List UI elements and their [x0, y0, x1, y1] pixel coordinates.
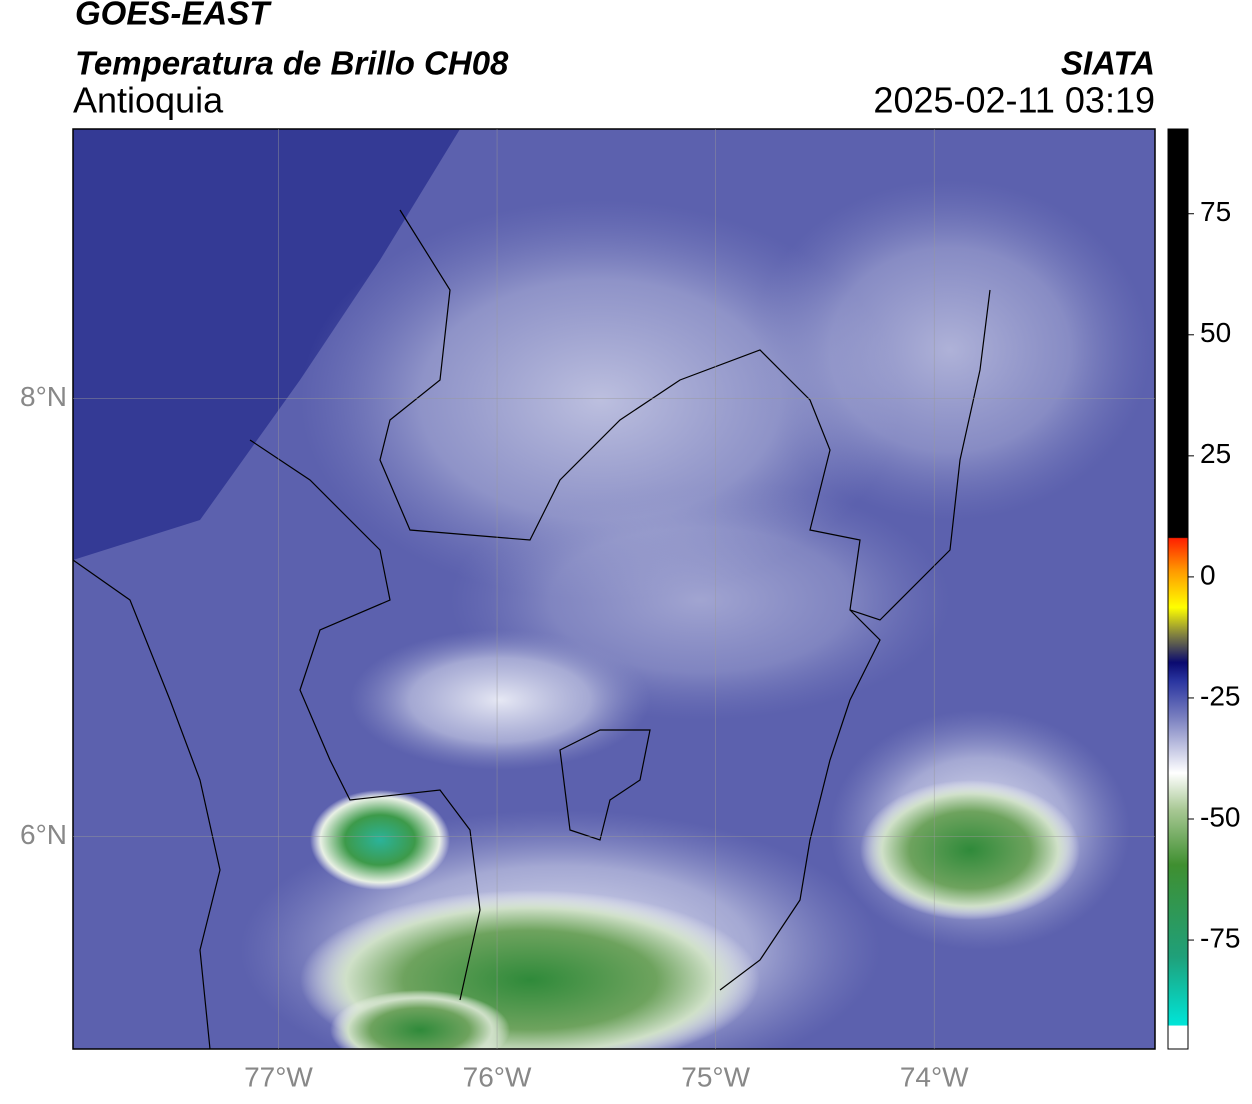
colorbar-tick-label: 50: [1200, 317, 1231, 348]
colorbar-tick-label: 25: [1200, 438, 1231, 469]
subtitle: Temperatura de Brillo CH08: [75, 45, 509, 82]
datetime: 2025-02-11 03:19: [873, 80, 1155, 121]
map-frame: [72, 128, 1156, 1050]
colorbar: [1167, 128, 1189, 1050]
source: SIATA: [1061, 45, 1155, 82]
lon-tick-label: 74°W: [900, 1061, 969, 1092]
region: Antioquia: [73, 80, 224, 121]
colorbar-tick-label: -75: [1200, 922, 1240, 953]
colorbar-tick-label: 0: [1200, 559, 1216, 590]
lat-tick-label: 6°N: [20, 819, 67, 850]
lat-tick-label: 8°N: [20, 381, 67, 412]
colorbar-tick-label: -50: [1200, 801, 1240, 832]
title: GOES-EAST: [75, 0, 272, 32]
lon-tick-label: 77°W: [244, 1061, 313, 1092]
satellite-image: [73, 129, 1155, 1049]
colorbar-tick-label: -25: [1200, 680, 1240, 711]
colorbar-tick-label: 75: [1200, 196, 1231, 227]
lon-tick-label: 75°W: [681, 1061, 750, 1092]
lon-tick-label: 76°W: [463, 1061, 532, 1092]
